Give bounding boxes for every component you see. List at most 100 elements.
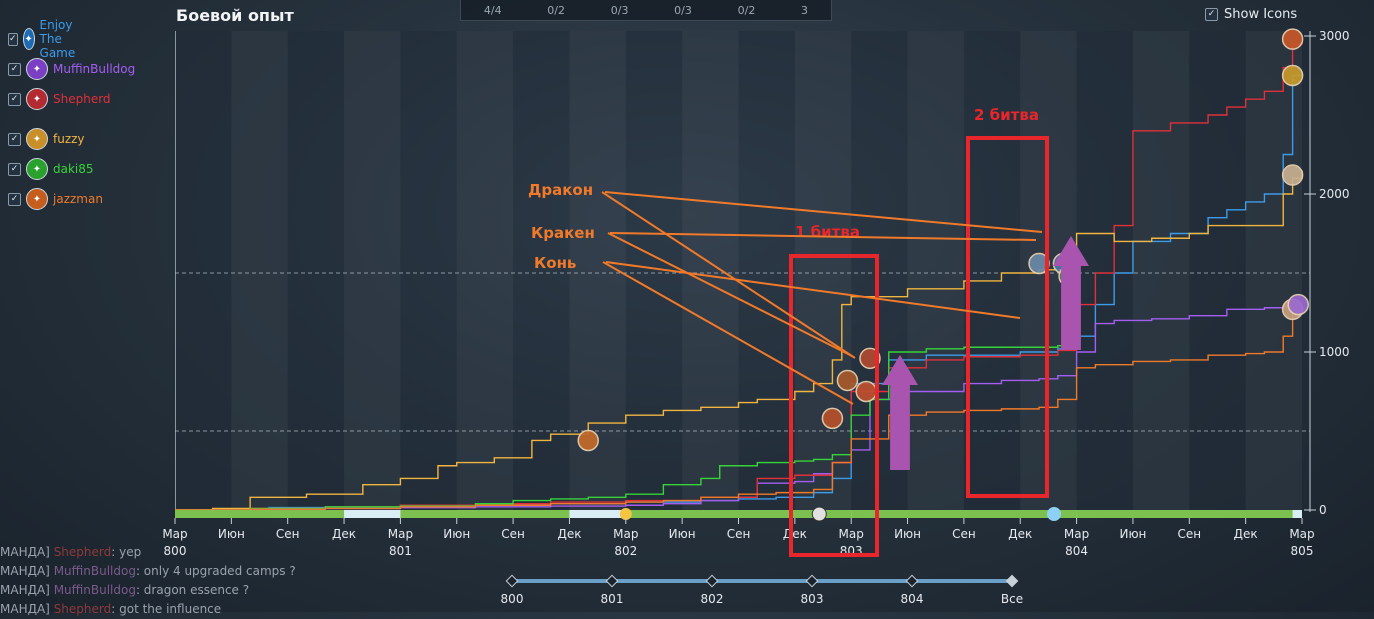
up-arrow-icon <box>882 355 918 470</box>
player-name: Enjoy The Game <box>39 18 76 60</box>
year-slider-handle[interactable] <box>905 574 919 588</box>
year-label: 804 <box>1065 544 1088 558</box>
series-line-muffinbulldog <box>175 303 1302 511</box>
snowflake-icon <box>1047 507 1062 521</box>
show-icons-label: Show Icons <box>1224 7 1298 22</box>
annotation-connector <box>602 261 854 405</box>
checkbox-icon[interactable]: ✓ <box>8 92 21 106</box>
x-tick-label: Сен <box>727 527 751 541</box>
player-name: MuffinBulldog <box>53 62 136 76</box>
year-slider-handle[interactable] <box>605 574 619 588</box>
series-lines <box>175 28 1309 511</box>
checkbox-icon[interactable]: ✓ <box>8 132 21 146</box>
chat-text: : got the influence <box>111 602 222 616</box>
event-icon <box>1281 164 1304 186</box>
event-icon <box>821 407 844 430</box>
chat-user: Shepherd <box>53 545 112 559</box>
chat-prefix: МАНДА] <box>0 583 50 597</box>
chat-user: Shepherd <box>53 602 112 616</box>
year-slider-label[interactable]: 802 <box>701 592 724 606</box>
top-bar-item: 0/3 <box>610 3 629 17</box>
top-bar-item: 3 <box>801 3 809 17</box>
y-axis: 0 1000 2000 3000 <box>1304 29 1350 517</box>
month-stripe <box>794 31 852 510</box>
checkbox-icon[interactable]: ✓ <box>8 32 18 46</box>
chat-line: МАНДА] MuffinBulldog: only 4 upgraded ca… <box>0 562 296 581</box>
checkbox-icon[interactable]: ✓ <box>8 162 21 176</box>
x-tick-label: Дек <box>332 527 356 541</box>
month-stripe <box>1132 31 1190 510</box>
x-tick-label: Дек <box>1234 527 1258 541</box>
timeline-segment <box>400 510 570 518</box>
player-item-jazzman[interactable]: ✓ ✦ jazzman <box>8 188 103 210</box>
x-tick-label: Мар <box>839 527 864 541</box>
year-label: 801 <box>389 544 412 558</box>
player-avatar-icon: ✦ <box>26 128 48 150</box>
y-tick-label: 3000 <box>1319 29 1350 43</box>
event-icon <box>577 429 599 452</box>
player-item-fuzzy[interactable]: ✓ ✦ fuzzy <box>8 128 85 150</box>
month-stripe <box>682 31 739 510</box>
battle2-label: 2 битва <box>974 106 1039 124</box>
player-avatar-icon: ✦ <box>26 188 48 210</box>
player-avatar-icon: ✦ <box>22 28 35 50</box>
checkbox-icon[interactable]: ✓ <box>8 192 21 206</box>
year-slider-handle[interactable] <box>1005 574 1019 588</box>
x-tick-label: Июн <box>218 527 245 541</box>
series-line-fuzzy <box>175 170 1303 511</box>
year-slider-handle[interactable] <box>805 574 819 588</box>
event-icon <box>1281 28 1304 50</box>
player-item-muffinbulldog[interactable]: ✓ ✦ MuffinBulldog <box>8 58 135 80</box>
x-tick-label: Дек <box>783 527 807 541</box>
year-slider-label[interactable]: Все <box>1001 592 1023 606</box>
timeline-segment <box>851 510 1077 518</box>
timeline-segment <box>625 510 852 518</box>
x-tick-label: Дек <box>557 527 581 541</box>
annotation-connector <box>607 232 853 357</box>
year-slider-handle[interactable] <box>705 574 719 588</box>
x-axis: Мар Июн Сен Дек Мар Июн Сен Дек Мар Июн Сен Дек Мар И… <box>162 518 1315 606</box>
x-tick-label: Сен <box>501 527 525 541</box>
player-item-enjoy-the-game[interactable]: ✓ ✦ Enjoy The Game <box>8 18 89 60</box>
chat-text: : only 4 upgraded camps ? <box>135 564 296 578</box>
chat-log: МАНДА] Shepherd: yep МАНДА] MuffinBulldo… <box>0 543 296 619</box>
year-slider-label[interactable]: 804 <box>901 592 924 606</box>
event-icon <box>1287 293 1309 316</box>
timeline-segment <box>1076 510 1293 518</box>
year-slider-label[interactable]: 803 <box>801 592 824 606</box>
x-tick-label: Мар <box>1064 527 1089 541</box>
month-stripe <box>231 31 288 510</box>
timeline-bar <box>175 506 1302 522</box>
page-title: Боевой опыт <box>176 6 294 25</box>
top-bar-item: 0/2 <box>547 3 565 17</box>
up-arrow-icon <box>1053 236 1089 350</box>
chat-prefix: МАНДА] <box>0 564 50 578</box>
dragon-label: Дракон <box>528 181 593 199</box>
show-icons-toggle[interactable]: ✓ Show Icons <box>1205 7 1297 22</box>
player-item-daki85[interactable]: ✓ ✦ daki85 <box>8 158 94 180</box>
battle1-label: 1 битва <box>795 223 860 241</box>
year-slider-label[interactable]: 801 <box>601 592 624 606</box>
x-tick-label: Мар <box>162 527 187 541</box>
chat-text: : yep <box>111 545 142 559</box>
year-label: 805 <box>1291 544 1314 558</box>
series-line-jazzman <box>175 307 1303 511</box>
horse-label: Конь <box>534 254 576 272</box>
year-slider-handle[interactable] <box>505 574 519 588</box>
event-icon <box>855 380 877 403</box>
player-item-shepherd[interactable]: ✓ ✦ Shepherd <box>8 88 111 110</box>
x-tick-label: Мар <box>613 527 638 541</box>
kraken-label: Кракен <box>531 224 595 242</box>
chart-background <box>175 31 1311 510</box>
month-stripe <box>907 31 964 510</box>
checkbox-icon[interactable]: ✓ <box>1205 8 1218 21</box>
player-avatar-icon: ✦ <box>26 158 48 180</box>
year-slider-label[interactable]: 800 <box>501 592 524 606</box>
top-bar-item: 4/4 <box>483 3 502 17</box>
skull-icon <box>811 506 827 522</box>
checkbox-icon[interactable]: ✓ <box>8 62 21 76</box>
player-name: fuzzy <box>53 132 85 146</box>
event-icon <box>859 347 881 370</box>
y-tick-label: 2000 <box>1319 187 1350 201</box>
